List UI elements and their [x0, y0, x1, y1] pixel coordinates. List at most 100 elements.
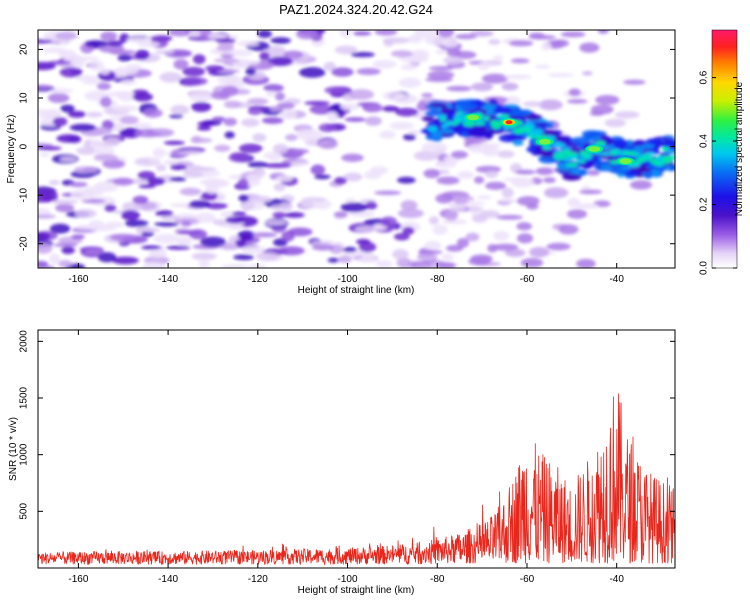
heatmap-cell — [427, 71, 455, 79]
heatmap-cell — [551, 39, 570, 47]
heatmap-cell — [436, 30, 455, 38]
heatmap-cell — [140, 227, 161, 233]
heatmap-cell — [340, 103, 360, 111]
peak-mid — [588, 146, 601, 152]
heatmap-cell — [421, 142, 448, 153]
colorbar-label: Normalized spectral amplitude — [734, 81, 745, 216]
heatmap-cell — [504, 248, 526, 257]
heatmap-cell — [310, 164, 326, 176]
heatmap-cell — [354, 225, 377, 233]
peak-mid — [619, 158, 632, 164]
heatmap-cell — [477, 195, 492, 200]
colorbar: 0.0 0.2 0.4 0.6 Normalized spectral amplitu… — [699, 29, 745, 275]
snr-y-tick-label: 1500 — [19, 386, 30, 409]
spectrogram-y-axis-label: Frequency (Hz) — [6, 115, 17, 184]
heatmap-cell — [150, 35, 173, 42]
heatmap-cell — [416, 253, 438, 262]
heatmap-cell — [276, 102, 295, 110]
heatmap-cell — [446, 48, 462, 58]
heatmap-cell — [419, 250, 443, 255]
heatmap-cell — [356, 257, 379, 263]
ridge-cell-bright — [565, 163, 578, 168]
ridge-cell-bright — [562, 151, 577, 156]
ridge-cell — [645, 138, 663, 146]
heatmap-cell — [134, 122, 153, 129]
heatmap-cell — [348, 89, 375, 100]
heatmap-cell — [629, 180, 653, 190]
heatmap-cell — [261, 117, 284, 124]
heatmap-cell — [192, 54, 206, 65]
ridge-cell — [570, 136, 591, 144]
heatmap-cell — [547, 72, 575, 78]
ridge-cell-bright — [661, 146, 670, 151]
heatmap-cell — [538, 99, 563, 111]
heatmap-cell — [511, 177, 535, 188]
heatmap-cell — [53, 243, 78, 248]
heatmap-cell — [52, 117, 68, 127]
heatmap-cell — [153, 128, 173, 134]
heatmap-cell — [244, 195, 272, 204]
heatmap-cell — [481, 73, 509, 84]
snr-y-ticks: 500 1000 1500 2000 — [19, 330, 675, 520]
heatmap-cell — [38, 214, 57, 219]
snr-y-axis-label: SNR (10 * v/v) — [8, 417, 19, 481]
heatmap-cell — [595, 94, 620, 105]
heatmap-cell — [510, 58, 530, 64]
heatmap-cell — [287, 227, 313, 237]
heatmap-cell — [353, 31, 372, 36]
heatmap-cell — [169, 177, 187, 182]
heatmap-cell — [444, 210, 458, 221]
heatmap-cell — [379, 130, 396, 139]
ridge-cell — [425, 110, 443, 117]
ridge-cell — [441, 106, 451, 113]
heatmap-cell — [488, 38, 501, 45]
colorbar-tick-label: 0.4 — [699, 134, 710, 148]
ridge-cell-bright — [564, 156, 575, 161]
heatmap-cell — [272, 211, 287, 219]
heatmap-cell — [137, 171, 156, 180]
ridge-cell — [641, 143, 655, 149]
heatmap-cell — [155, 164, 167, 172]
heatmap-cell — [141, 245, 161, 250]
heatmap-cell — [197, 121, 216, 127]
ridge-cell — [581, 130, 601, 138]
snr-plot-area — [38, 393, 675, 566]
heatmap-cell — [76, 146, 97, 155]
heatmap-cell — [84, 248, 103, 256]
spectrogram-x-tick-label: -100 — [338, 274, 358, 285]
heatmap-cell — [223, 100, 242, 109]
ridge-cell-bright — [449, 121, 458, 126]
ridge-cell-bright — [441, 124, 448, 129]
heatmap-cell — [38, 243, 53, 254]
heatmap-cell — [67, 110, 86, 118]
ridge-cell — [643, 171, 653, 179]
heatmap-cell — [586, 169, 601, 176]
heatmap-cell — [117, 54, 132, 62]
heatmap-cell — [88, 59, 105, 71]
heatmap-cell — [501, 187, 514, 199]
heatmap-cell — [273, 183, 286, 192]
heatmap-cell — [112, 105, 139, 112]
heatmap-cell — [501, 82, 519, 91]
ridge-cell-bright — [473, 121, 486, 126]
heatmap-cell — [102, 159, 126, 169]
ridge-cell — [447, 112, 456, 121]
heatmap-cell — [74, 166, 99, 174]
heatmap-cell — [188, 229, 208, 240]
heatmap-cell — [207, 33, 229, 39]
ridge-cell — [572, 168, 582, 174]
heatmap-cell — [303, 136, 318, 147]
heatmap-cell — [263, 162, 292, 169]
ridge-cell-bright — [581, 154, 592, 160]
ridge-cell — [493, 106, 513, 115]
heatmap-cell — [492, 243, 519, 251]
ridge-cell-bright — [427, 125, 438, 132]
heatmap-cell — [191, 252, 217, 261]
heatmap-cell — [224, 131, 235, 139]
heatmap-cell — [318, 139, 338, 150]
ridge-cell — [592, 161, 609, 166]
colorbar-tick-label: 0.6 — [699, 70, 710, 84]
heatmap-cell — [301, 197, 327, 202]
spectrogram-x-tick-label: -80 — [430, 274, 445, 285]
heatmap-cell — [109, 49, 136, 55]
